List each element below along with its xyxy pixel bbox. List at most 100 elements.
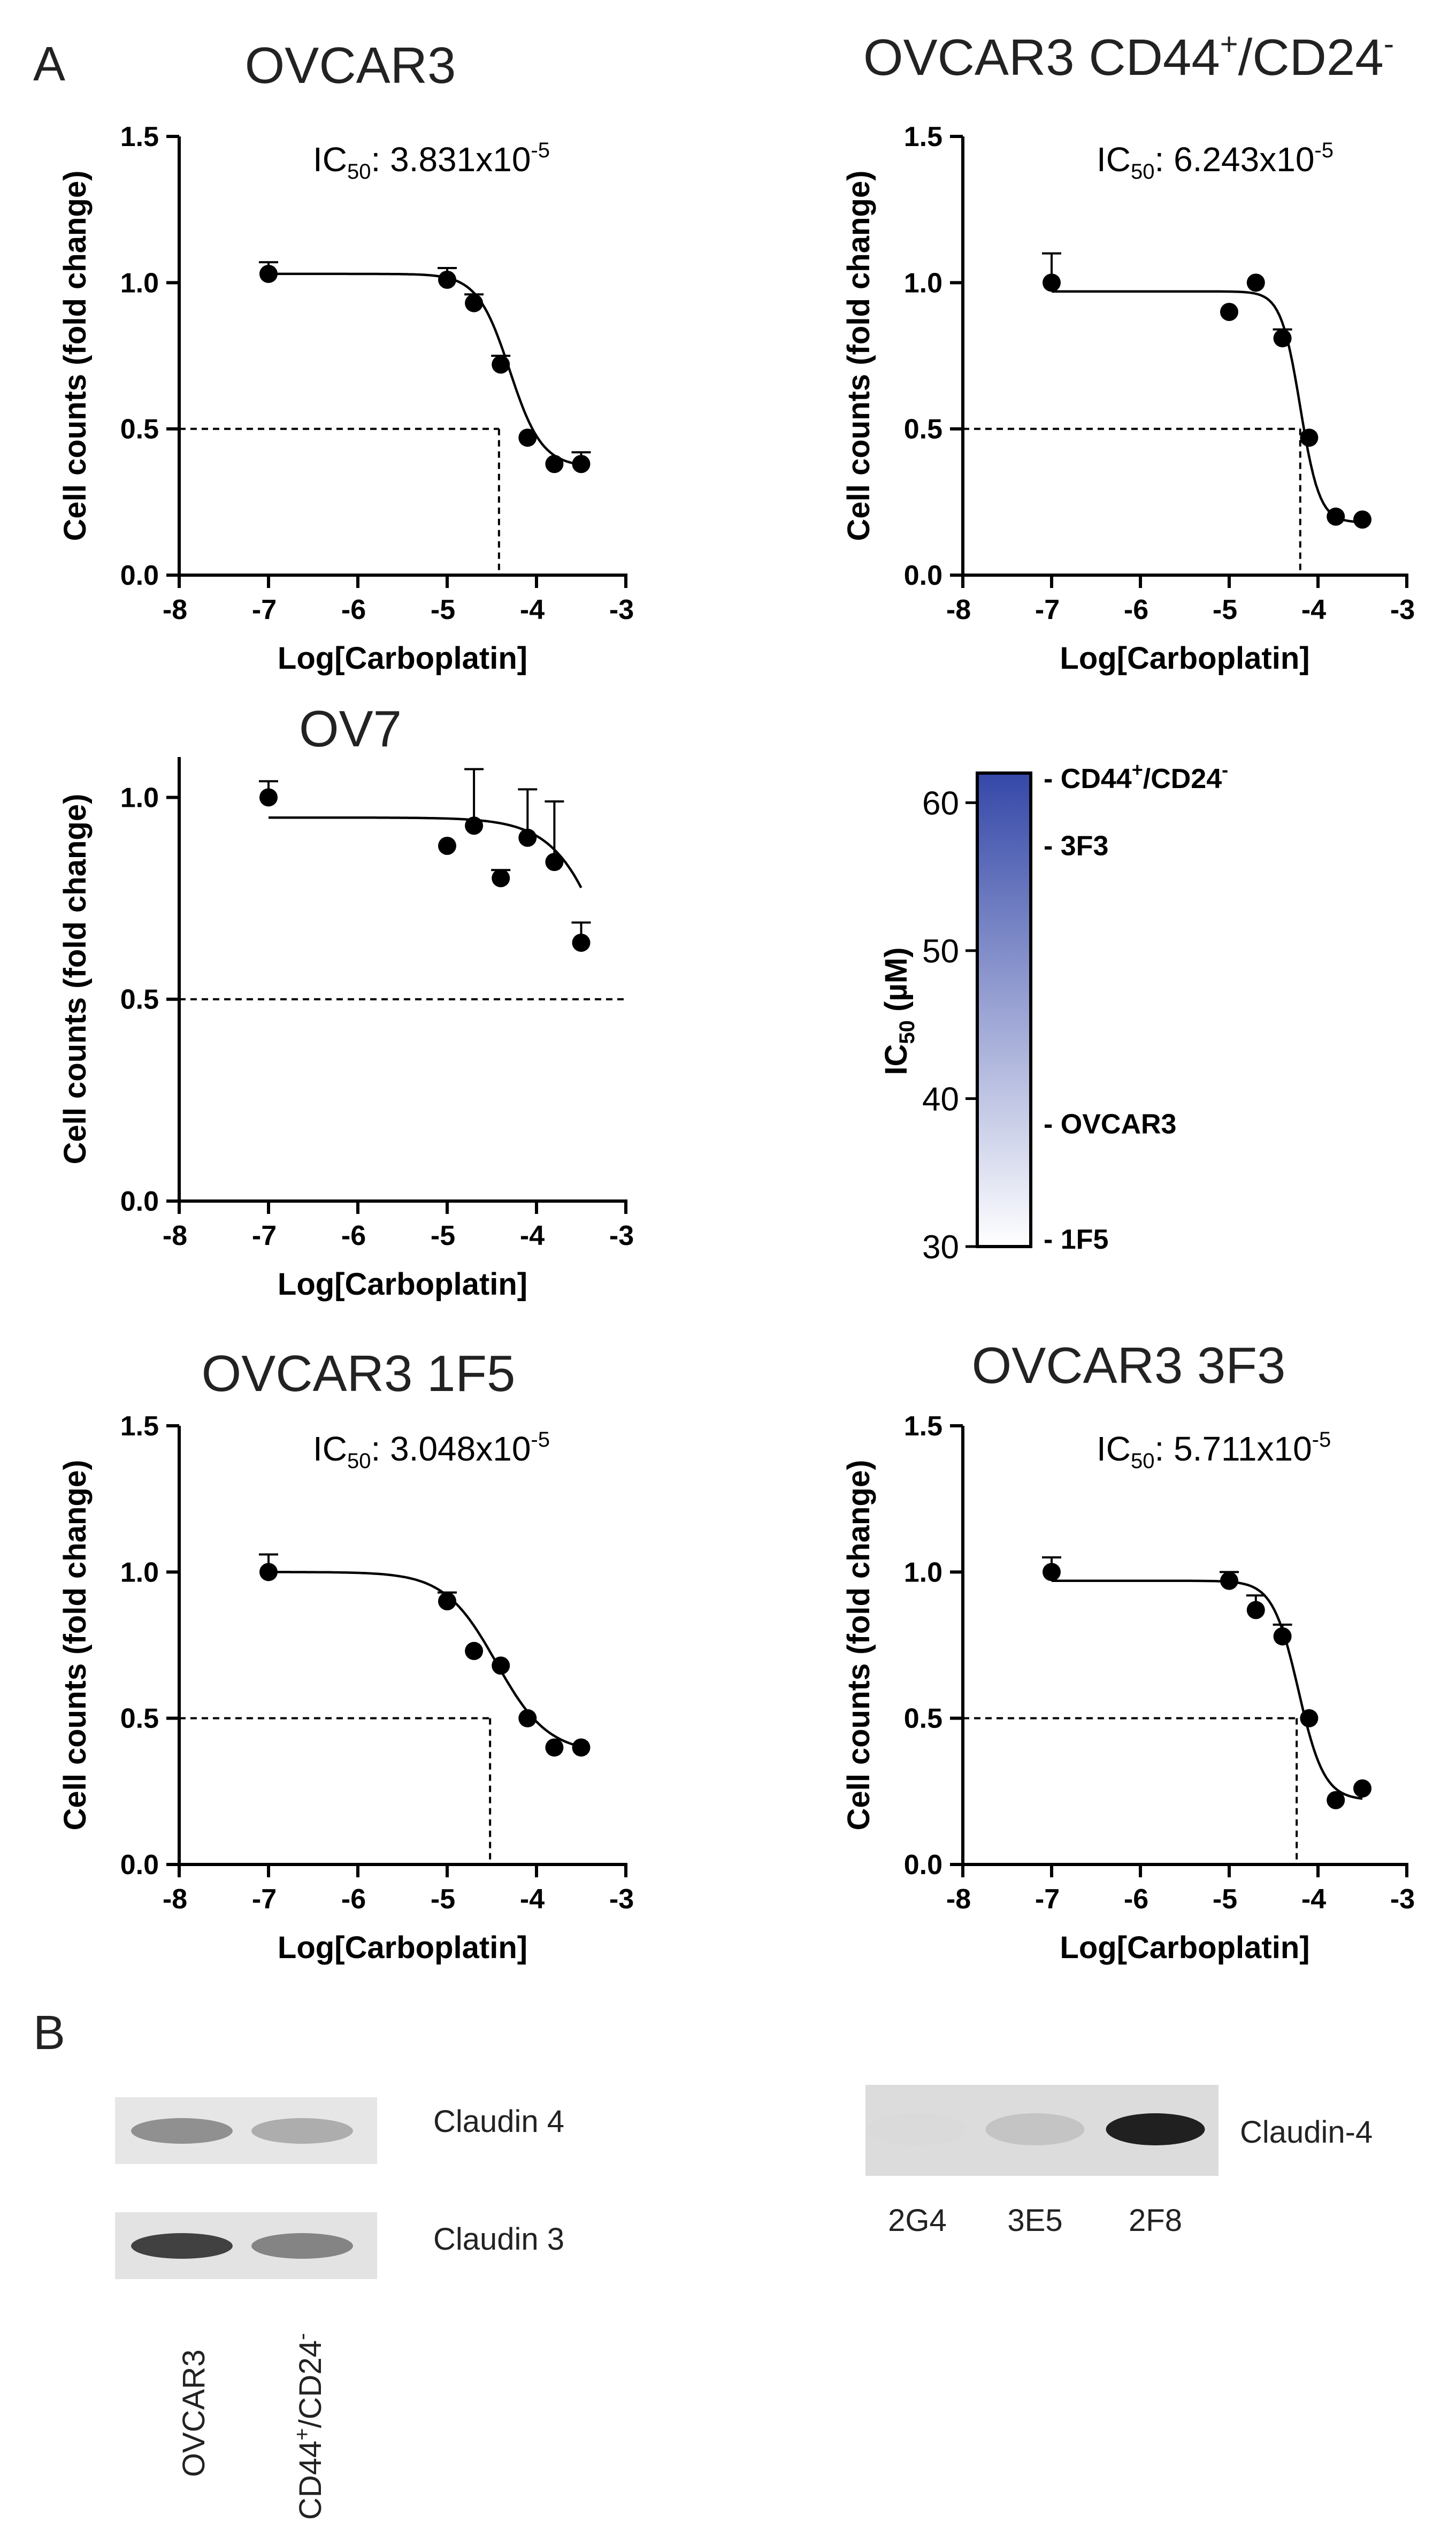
- ic50-prefix: IC: [1097, 140, 1131, 179]
- blot-label-claudin3: Claudin 3: [433, 2222, 564, 2257]
- x-tick-label: -3: [609, 594, 634, 625]
- chart-title: OVCAR3: [245, 37, 456, 94]
- lane-label-3e5: 3E5: [1007, 2203, 1062, 2238]
- y-tick-label: 0.0: [120, 1849, 159, 1881]
- title-sup: -: [1384, 27, 1394, 62]
- x-tick-label: -3: [1390, 594, 1415, 625]
- chart-cd44: OVCAR3 CD44+/CD24- -8 -7 -6 -5 -4 -3 0.0 0.5 1.0…: [841, 27, 1415, 676]
- blot-band: [985, 2113, 1085, 2145]
- blot-label-claudin4: Claudin 4: [433, 2104, 564, 2139]
- scale-marker: - 1F5: [1044, 1224, 1108, 1255]
- x-tick-label: -4: [1301, 1884, 1326, 1915]
- scale-tick-label: 50: [922, 933, 959, 970]
- chart-title: OV7: [299, 700, 402, 758]
- x-tick-label: -8: [163, 594, 187, 625]
- y-tick-label: 1.0: [904, 1557, 942, 1588]
- x-axis-label: Log[Carboplatin]: [278, 641, 527, 676]
- scale-marker-label: - CD44: [1044, 763, 1132, 794]
- ic50-sub: 50: [347, 160, 371, 184]
- ic50-scale: IC50 (µM) 30 40 50 60 - CD44+/CD24- - 3F3 - OV…: [879, 759, 1228, 1266]
- y-tick-label: 1.5: [120, 1411, 159, 1442]
- lane-label-ovcar3: OVCAR3: [177, 2349, 211, 2477]
- x-axis-label: Log[Carboplatin]: [1060, 641, 1309, 676]
- y-tick-label: 1.0: [120, 782, 159, 813]
- blot-right: Claudin-4 2G4 3E5 2F8: [865, 2085, 1373, 2238]
- x-tick-label: -5: [1213, 594, 1237, 625]
- data-point: [518, 1709, 537, 1728]
- y-tick-label: 1.0: [120, 268, 159, 299]
- data-point: [465, 294, 484, 312]
- y-tick-label: 0.5: [904, 1703, 942, 1734]
- title-sup: +: [1220, 27, 1238, 62]
- data-point: [1327, 1791, 1345, 1809]
- x-tick-label: -8: [946, 594, 971, 625]
- ic50-exp: -5: [531, 139, 550, 162]
- data-point: [492, 869, 510, 888]
- scale-tick-label: 40: [922, 1081, 959, 1118]
- lane-sup: -: [290, 2333, 314, 2340]
- scale-tick-label: 30: [922, 1229, 959, 1266]
- y-tick-label: 1.0: [904, 268, 942, 299]
- data-point: [1300, 429, 1319, 447]
- ic50-sub: 50: [1131, 160, 1155, 184]
- fit-curve: [269, 816, 583, 889]
- y-axis-label: Cell counts (fold change): [841, 1460, 876, 1831]
- data-point: [1273, 329, 1292, 348]
- fit-curve: [269, 272, 581, 466]
- chart-ov7: OV7 -8 -7 -6 -5 -4 -3 0.0 0.5 1.0 Log[Carboplatin…: [58, 700, 634, 1302]
- y-tick-label: 0.0: [120, 560, 159, 591]
- x-tick-label: -4: [520, 594, 545, 625]
- ic50-colorbar: [976, 771, 1032, 1248]
- x-tick-label: -6: [1124, 1884, 1148, 1915]
- ic50-value: : 5.711x10: [1155, 1430, 1312, 1468]
- y-tick-label: 0.5: [120, 984, 159, 1015]
- ylabel-unit: (µM): [879, 947, 914, 1020]
- x-tick-label: -6: [341, 594, 366, 625]
- data-point: [572, 455, 591, 473]
- x-tick-label: -7: [1035, 1884, 1060, 1915]
- data-point: [465, 1641, 484, 1660]
- blot-left: Claudin 4 Claudin 3 OVCAR3 CD44+/CD24-: [115, 2097, 564, 2520]
- x-tick-label: -3: [609, 1884, 634, 1915]
- x-tick-label: -5: [431, 1884, 455, 1915]
- ic50-prefix: IC: [313, 1430, 347, 1468]
- x-tick-label: -4: [1301, 594, 1326, 625]
- data-point: [1043, 1563, 1061, 1581]
- ic50-scale-ylabel: IC50 (µM): [879, 947, 919, 1075]
- fit-curve: [1052, 290, 1363, 524]
- scale-marker-sup: +: [1132, 759, 1143, 781]
- scale-tick-label: 60: [922, 785, 959, 822]
- data-point: [1220, 1571, 1238, 1590]
- x-tick-label: -6: [341, 1220, 366, 1251]
- x-tick-label: -4: [520, 1220, 545, 1251]
- lane-sup: +: [290, 2428, 314, 2440]
- ic50-value: : 3.831x10: [371, 140, 531, 179]
- data-point: [465, 816, 484, 835]
- scale-marker-label: - 3F3: [1044, 831, 1108, 862]
- x-tick-label: -3: [1390, 1884, 1415, 1915]
- x-tick-label: -7: [252, 1220, 277, 1251]
- scale-marker-label: - OVCAR3: [1044, 1109, 1176, 1140]
- scale-marker: - OVCAR3: [1044, 1109, 1176, 1140]
- data-point: [259, 788, 278, 807]
- x-tick-label: -3: [609, 1220, 634, 1251]
- data-point: [259, 264, 278, 283]
- y-tick-label: 0.0: [904, 560, 942, 591]
- data-point: [572, 1738, 591, 1757]
- scale-marker: - CD44+/CD24-: [1044, 759, 1228, 794]
- x-tick-label: -5: [1213, 1884, 1237, 1915]
- y-tick-label: 1.5: [120, 121, 159, 152]
- x-tick-label: -6: [341, 1884, 366, 1915]
- scale-marker-mid: /CD24: [1143, 763, 1222, 794]
- y-tick-label: 1.5: [904, 1411, 942, 1442]
- blot-band: [131, 2233, 233, 2259]
- data-point: [438, 270, 456, 289]
- y-axis-label: Cell counts (fold change): [58, 1460, 93, 1831]
- y-axis-label: Cell counts (fold change): [58, 171, 93, 541]
- data-point: [1353, 1779, 1371, 1798]
- y-tick-label: 0.5: [120, 414, 159, 445]
- ic50-sub: 50: [347, 1449, 371, 1473]
- data-point: [438, 837, 456, 855]
- y-tick-label: 1.5: [904, 121, 942, 152]
